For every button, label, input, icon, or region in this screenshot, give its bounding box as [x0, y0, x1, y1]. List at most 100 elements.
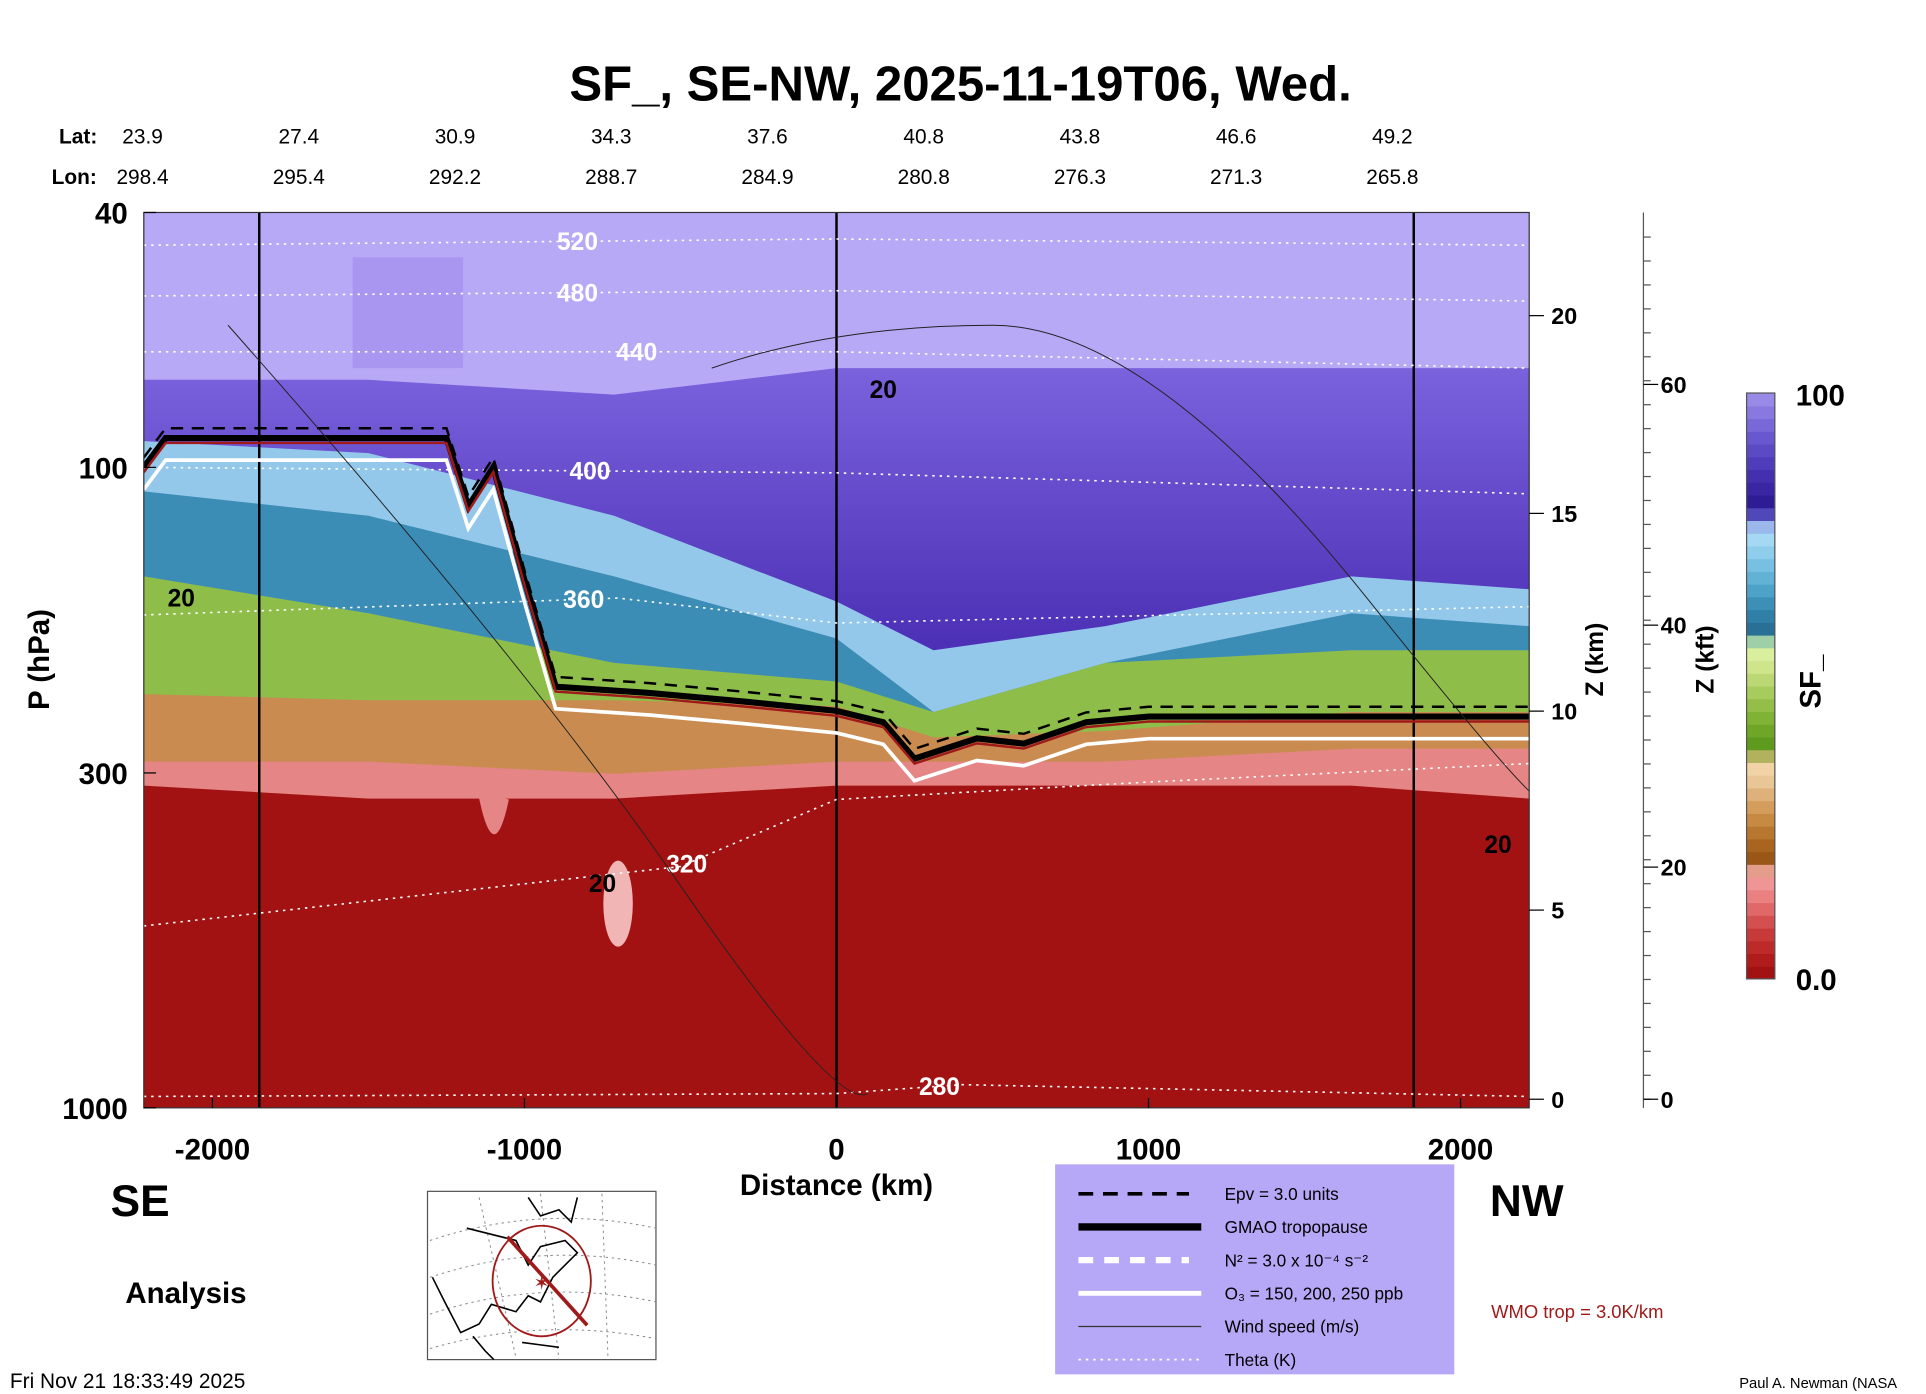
theta-label: 360: [563, 587, 604, 614]
wmo-trop-label: WMO trop = 3.0K/km: [1491, 1301, 1663, 1322]
y-tick-label: 40: [95, 198, 128, 231]
colorbar-segment: [1746, 864, 1775, 878]
colorbar-segment: [1746, 749, 1775, 763]
colorbar-segment: [1746, 393, 1775, 407]
z-kft-tick-label: 20: [1661, 855, 1687, 881]
wind-contour: [227, 324, 868, 1096]
lon-value: 295.4: [273, 166, 325, 189]
colorbar-max-label: 100: [1796, 379, 1845, 412]
legend-box: Epv = 3.0 units GMAO tropopause N² = 3.0…: [1055, 1164, 1455, 1375]
colorbar-segment: [1746, 622, 1775, 636]
lon-value: 284.9: [741, 166, 793, 189]
wind-label: 20: [870, 377, 897, 404]
y-tick-label: 100: [79, 452, 128, 485]
wmo-tropopause-line: [143, 441, 1530, 766]
legend-epv: Epv = 3.0 units: [1225, 1184, 1339, 1204]
legend-o3: O₃ = 150, 200, 250 ppb: [1225, 1283, 1404, 1303]
z-km-tick-label: 10: [1551, 699, 1577, 725]
colorbar-segment: [1746, 635, 1775, 649]
legend-wind: Wind speed (m/s): [1225, 1317, 1360, 1337]
field-intrusion: [477, 790, 509, 835]
overlay-lines: 520 480 440 400 360 320 280 20 20 20 20: [143, 212, 1530, 1108]
theta-label: 400: [570, 458, 611, 485]
x-tick-label: -1000: [487, 1133, 562, 1166]
lat-label: Lat:: [59, 126, 97, 149]
legend-gmao: GMAO tropopause: [1225, 1217, 1368, 1237]
field-patch: [352, 257, 464, 369]
theta-label: 480: [557, 280, 598, 307]
colorbar: [1745, 392, 1776, 980]
colorbar-segment: [1746, 813, 1775, 827]
z-km-tick-label: 15: [1551, 501, 1577, 527]
colorbar-segment: [1746, 507, 1775, 521]
lon-label: Lon:: [52, 166, 97, 189]
wind-contour: [711, 324, 1530, 792]
colorbar-segment: [1746, 494, 1775, 509]
colorbar-segment: [1746, 851, 1775, 865]
lon-value: 298.4: [116, 166, 168, 189]
colorbar-segment: [1746, 609, 1775, 623]
colorbar-segment: [1746, 647, 1775, 662]
x-axis-label: Distance (km): [740, 1169, 933, 1202]
colorbar-segment: [1746, 915, 1775, 929]
direction-nw: NW: [1490, 1177, 1564, 1226]
colorbar-segment: [1746, 838, 1775, 853]
legend-n2: N² = 3.0 x 10⁻⁴ s⁻²: [1225, 1250, 1369, 1270]
colorbar-min-label: 0.0: [1796, 964, 1837, 997]
field-intrusion: [603, 860, 633, 947]
epv-contour: [143, 426, 1530, 751]
x-tick-label: 0: [828, 1133, 844, 1166]
colorbar-segment: [1746, 405, 1775, 420]
direction-se: SE: [111, 1177, 170, 1226]
z-kft-tick-label: 40: [1661, 613, 1687, 639]
theta-contour: [143, 466, 1530, 495]
x-tick-label: 2000: [1428, 1133, 1494, 1166]
analysis-label: Analysis: [125, 1277, 246, 1310]
colorbar-segment: [1746, 775, 1775, 789]
lat-value: 40.8: [903, 126, 944, 149]
lat-value: 43.8: [1060, 126, 1101, 149]
wind-label: 20: [589, 871, 616, 898]
theta-label: 520: [557, 229, 598, 256]
colorbar-segment: [1746, 698, 1775, 713]
colorbar-label: SF_: [1794, 654, 1827, 709]
lon-value: 288.7: [585, 166, 637, 189]
x-tick-label: 1000: [1116, 1133, 1182, 1166]
colorbar-segment: [1746, 533, 1775, 547]
colorbar-segment: [1746, 966, 1775, 980]
theta-label: 320: [666, 851, 707, 878]
lat-value: 46.6: [1216, 126, 1257, 149]
colorbar-segment: [1746, 940, 1775, 955]
svg-text:✶: ✶: [533, 1273, 549, 1295]
colorbar-segment: [1746, 762, 1775, 776]
theta-contour: [143, 350, 1530, 369]
y-tick-label: 1000: [62, 1093, 128, 1126]
theta-contour: [143, 762, 1530, 927]
colorbar-segment: [1746, 660, 1775, 674]
z-km-tick-label: 20: [1551, 303, 1577, 329]
lat-value: 37.6: [747, 126, 788, 149]
z-km-tick-label: 0: [1551, 1087, 1564, 1113]
colorbar-segment: [1746, 431, 1775, 445]
lat-value: 27.4: [278, 126, 319, 149]
colorbar-segment: [1746, 787, 1775, 802]
colorbar-segment: [1746, 889, 1775, 904]
colorbar-segment: [1746, 418, 1775, 432]
axes: -2000 -1000 0 1000 2000 40 100 300 1000 0 5 10 15 20 0…: [62, 198, 1686, 1167]
colorbar-segment: [1746, 724, 1775, 738]
colorbar-segment: [1746, 953, 1775, 967]
z-kft-tick-label: 0: [1661, 1087, 1674, 1113]
z-km-tick-label: 5: [1551, 898, 1564, 924]
lat-lon-header: Lat: Lon: 23.9 298.4 27.4 295.4 30.9 292.2 34.3 2…: [52, 126, 1419, 190]
y-tick-label: 300: [79, 758, 128, 791]
colorbar-segment: [1746, 456, 1775, 471]
colorbar-segment: [1746, 673, 1775, 687]
z-kft-axis-label: Z (kft): [1692, 625, 1719, 693]
colorbar-segment: [1746, 545, 1775, 560]
lon-value: 265.8: [1366, 166, 1418, 189]
wind-label: 20: [168, 586, 195, 613]
chart-title: SF_, SE-NW, 2025-11-19T06, Wed.: [569, 58, 1351, 112]
lon-value: 280.8: [898, 166, 950, 189]
z-kft-tick-label: 60: [1661, 372, 1687, 398]
